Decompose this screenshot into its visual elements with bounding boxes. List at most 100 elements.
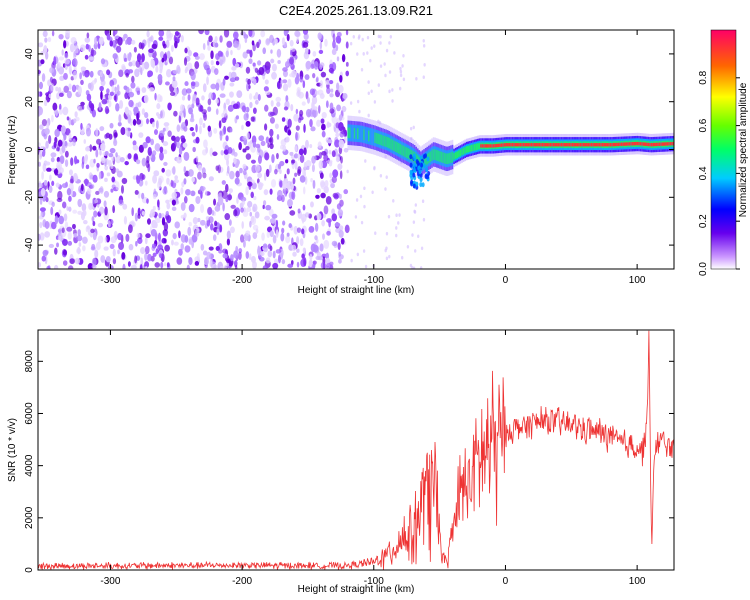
spectrogram-noise-cell xyxy=(136,53,142,63)
spectrogram-noise-cell xyxy=(311,164,315,173)
spectrogram-noise-cell xyxy=(398,86,402,91)
spectrogram-noise-cell xyxy=(340,237,345,245)
spectrogram-noise-cell xyxy=(112,258,117,265)
spectrogram-noise-cell xyxy=(115,102,120,112)
spectrogram-noise-cell xyxy=(180,35,184,43)
spectrogram-noise-cell xyxy=(147,38,151,48)
spectrogram-noise-cell xyxy=(77,198,83,208)
spectrogram-noise-cell xyxy=(188,221,192,227)
spectrogram-signal-cell xyxy=(364,126,367,144)
spectrogram-noise-cell xyxy=(336,31,342,38)
spectrogram-noise-cell xyxy=(146,218,151,225)
spectrogram-noise-cell xyxy=(294,172,298,177)
spectrogram-noise-cell xyxy=(200,243,205,251)
spectrogram-noise-cell xyxy=(44,231,51,238)
spectrogram-signal-cell xyxy=(658,142,661,146)
spectrogram-noise-cell xyxy=(241,221,244,229)
spectrogram-noise-cell xyxy=(387,214,391,219)
spectrogram-noise-cell xyxy=(86,93,92,102)
spectrogram-noise-cell xyxy=(105,108,110,114)
spectrogram-noise-cell xyxy=(215,245,221,252)
spectrogram-noise-cell xyxy=(251,135,257,145)
spectrogram-noise-cell xyxy=(295,108,299,115)
spectrogram-noise-cell xyxy=(113,95,117,101)
spectrogram-signal-cell xyxy=(516,143,519,147)
signal-track xyxy=(347,115,674,190)
spectrogram-noise-cell xyxy=(127,114,132,124)
spectrogram-noise-cell xyxy=(311,109,318,118)
spectrogram-noise-cell xyxy=(233,152,238,157)
spectrogram-noise-cell xyxy=(379,41,382,45)
spectrogram-signal-cell xyxy=(402,145,405,157)
spectrogram-noise-cell xyxy=(226,238,231,246)
spectrogram-noise-cell xyxy=(174,221,180,229)
spectrogram-signal-cell xyxy=(443,152,446,164)
spectrogram-noise-cell xyxy=(111,85,115,93)
spectrogram-noise-cell xyxy=(49,174,52,181)
spectrogram-noise-cell xyxy=(399,73,403,78)
spectrogram-noise-cell xyxy=(99,85,104,92)
spectrogram-noise-cell xyxy=(304,74,310,81)
spectrogram-noise-cell xyxy=(69,258,75,265)
spectrogram-noise-cell xyxy=(229,226,235,234)
spectrogram-noise-cell xyxy=(123,85,128,90)
spectrogram-noise-cell xyxy=(109,122,114,129)
spectrogram-noise-cell xyxy=(119,99,124,109)
spectrogram-noise-cell xyxy=(157,180,162,190)
spectrogram-noise-cell xyxy=(104,133,108,139)
spectrogram-noise-cell xyxy=(61,201,67,209)
spectrogram-noise-cell xyxy=(77,210,83,215)
spectrogram-noise-cell xyxy=(254,211,260,219)
spectrogram-noise-cell xyxy=(63,40,67,49)
spectrogram-noise-cell xyxy=(171,206,177,212)
spectrogram-noise-cell xyxy=(225,135,229,142)
spectrogram-noise-cell xyxy=(163,186,167,192)
spectrogram-signal-cell xyxy=(511,143,514,147)
spectrogram-noise-cell xyxy=(99,149,102,156)
spectrogram-signal-cell xyxy=(544,143,547,147)
spectrogram-marks xyxy=(38,30,427,269)
spectrogram-noise-cell xyxy=(249,77,254,82)
spectrogram-noise-cell xyxy=(322,233,325,240)
spectrogram-signal-cell xyxy=(454,152,457,159)
spectrogram-noise-cell xyxy=(301,253,305,259)
spectrogram-noise-cell xyxy=(58,92,64,98)
spectrogram-noise-cell xyxy=(345,61,349,67)
spectrogram-noise-cell xyxy=(62,260,68,266)
spectrogram-noise-cell xyxy=(63,85,70,93)
spectrogram-signal-cell xyxy=(595,143,598,147)
spectrogram-noise-cell xyxy=(51,180,55,187)
spectrogram-signal-cell xyxy=(655,142,658,147)
spectrogram-noise-cell xyxy=(95,149,99,158)
spectrogram-noise-cell xyxy=(107,220,111,228)
spectrogram-noise-cell xyxy=(364,264,368,269)
spectrogram-noise-cell xyxy=(310,126,316,132)
spectrogram-noise-cell xyxy=(152,193,157,200)
spectrogram-noise-cell xyxy=(70,175,74,184)
spectrogram-signal-cell xyxy=(507,143,509,147)
spectrogram-signal-cell xyxy=(366,127,368,144)
spectrogram-noise-cell xyxy=(250,191,254,199)
spectrogram-noise-cell xyxy=(385,231,389,236)
spectrogram-noise-cell xyxy=(313,244,319,253)
spectrogram-signal-cell xyxy=(442,152,444,163)
spectrogram-noise-cell xyxy=(215,98,219,104)
spectrogram-signal-cell xyxy=(477,143,479,150)
spectrogram-noise-cell xyxy=(240,196,247,202)
spectrogram-noise-cell xyxy=(277,59,281,64)
spectrogram-noise-cell xyxy=(245,66,251,74)
spectrogram-noise-cell xyxy=(80,183,84,192)
spectrogram-noise-cell xyxy=(303,170,307,177)
spectrogram-noise-cell xyxy=(338,258,342,264)
spectrogram-noise-cell xyxy=(157,73,163,82)
spectrogram-noise-cell xyxy=(72,70,78,80)
spectrogram-noise-cell xyxy=(124,106,129,115)
spectrogram-signal-cell xyxy=(617,142,620,147)
spectrogram-noise-cell xyxy=(159,146,164,153)
spectrogram-noise-cell xyxy=(78,242,82,247)
spectrogram-noise-cell xyxy=(64,58,70,65)
spectrogram-signal-cell xyxy=(492,144,495,148)
spectrogram-signal-cell xyxy=(614,142,617,147)
spectrogram-noise-cell xyxy=(49,76,54,83)
spectrogram-signal-cell xyxy=(563,143,566,147)
